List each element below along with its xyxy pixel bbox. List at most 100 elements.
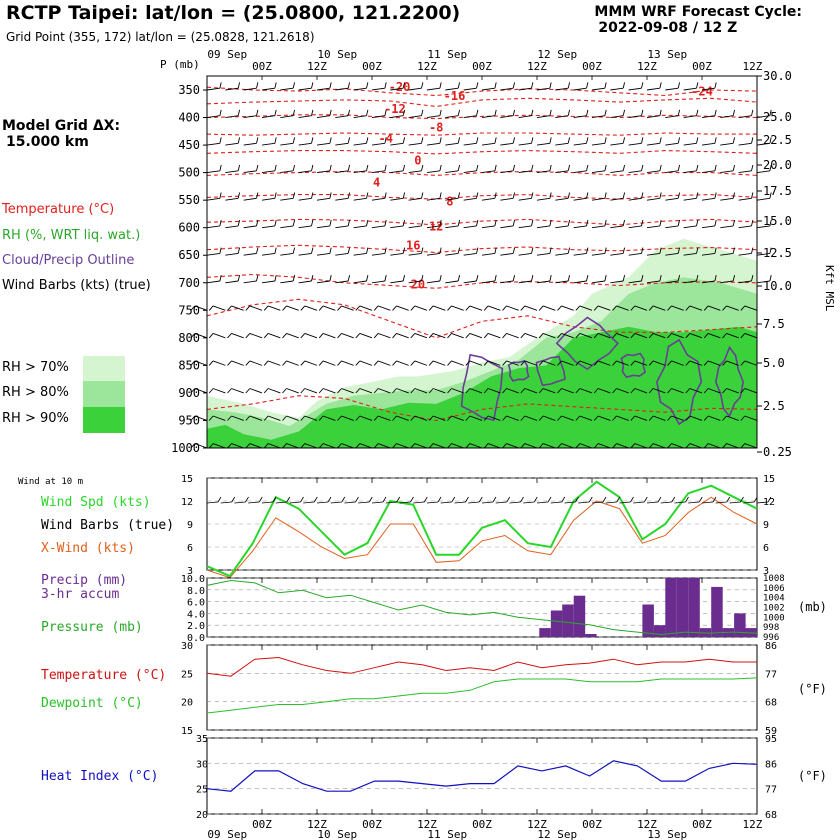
barb-flag [311,247,314,254]
pressure-tick-label: 950 [178,413,200,427]
barb-flag [447,443,452,449]
wind-barb [628,137,644,146]
barb-flag [457,82,461,89]
barb-flag [531,137,534,144]
barb-flag [714,137,717,144]
kft-tick-label: 2.5 [763,399,785,413]
barb-flag [696,192,699,199]
bottom-hour-label: 12Z [417,818,437,831]
barb-staff [463,280,477,284]
wind-barb [740,305,758,311]
barb-staff [445,197,459,201]
barb-flag [641,137,644,144]
barb-staff [579,415,593,421]
barb-flag [410,415,416,421]
barb-staff [628,225,642,229]
barb-flag [685,415,691,421]
wind-barb [520,360,538,366]
wind-barb [465,305,483,311]
barb-flag [612,443,617,449]
wind-barb [481,247,497,256]
wind-barb [353,274,369,284]
barb-flag [685,305,691,311]
barb-flag [274,247,277,254]
pressure-tick-label: 800 [178,331,200,345]
barb-flag [421,109,424,116]
surface-wind-barb-flag [767,496,772,503]
wind-barb [353,82,369,91]
barb-staff [701,280,715,284]
barb-staff [316,197,330,201]
barb-staff [353,197,367,201]
wind-ytick: 15 [181,474,193,485]
wind-barb [225,274,241,284]
barb-flag [190,305,196,311]
barb-flag [318,305,324,311]
barb-flag [457,192,461,199]
barb-staff [756,252,770,256]
wind-barb [208,415,226,421]
wind-barb [208,388,226,394]
wind-barb [445,192,461,201]
wind-barb [536,275,552,284]
barb-staff [634,388,648,394]
barb-flag [593,443,599,449]
barb-flag [318,415,324,421]
barb-staff [445,252,459,256]
wind-barb [518,247,534,256]
barb-flag [300,360,306,366]
wind-barb [243,82,259,91]
wind-barb [720,137,736,146]
barb-flag [329,192,332,199]
barb-staff [426,142,440,146]
wind-barb [500,137,516,146]
barb-staff [322,305,336,311]
barb-flag [256,137,259,144]
barb-staff [500,225,514,229]
barb-staff [487,360,501,366]
wind-barb [756,247,772,256]
wind-barb [667,388,684,394]
barb-flag [256,109,259,116]
barb-staff [597,305,611,311]
wind-barb [243,164,259,174]
wind-barb [410,305,428,311]
barb-flag [457,137,461,144]
precip-ytick: 0.0 [187,633,205,644]
barb-staff [414,415,428,421]
barb-flag [520,305,526,311]
barb-flag [751,247,754,254]
wind-barb [390,137,406,146]
barb-flag [751,137,754,144]
barb-flag [292,247,296,254]
barb-staff [408,115,422,118]
barb-staff [426,87,440,91]
barb-staff [597,388,611,394]
barb-staff [261,115,275,118]
barb-staff [463,115,477,118]
wind-barb [410,360,428,366]
barb-staff [744,360,758,366]
wind-barb [243,109,259,118]
barb-flag [641,274,644,282]
barb-flag [402,274,406,282]
wind-barb [206,219,222,229]
surface-wind-barb-flag [685,496,689,503]
wind-barb [245,360,263,366]
wind-barb [243,192,259,201]
barb-staff [231,388,244,394]
grid-point-subtitle: Grid Point (355, 172) lat/lon = (25.0828… [6,30,315,44]
barb-flag [659,192,662,199]
barb-staff [707,360,721,366]
surface-wind-barb [330,501,342,504]
rh80-swatch [83,381,125,407]
barb-flag [567,164,571,171]
surface-wind-barb [674,501,686,504]
barb-staff [591,87,605,91]
barb-staff [341,332,354,339]
wind-barb [335,192,351,201]
wind-barb [646,137,662,146]
barb-flag [384,137,387,144]
barb-flag [604,275,607,282]
wind-barb [190,415,208,421]
